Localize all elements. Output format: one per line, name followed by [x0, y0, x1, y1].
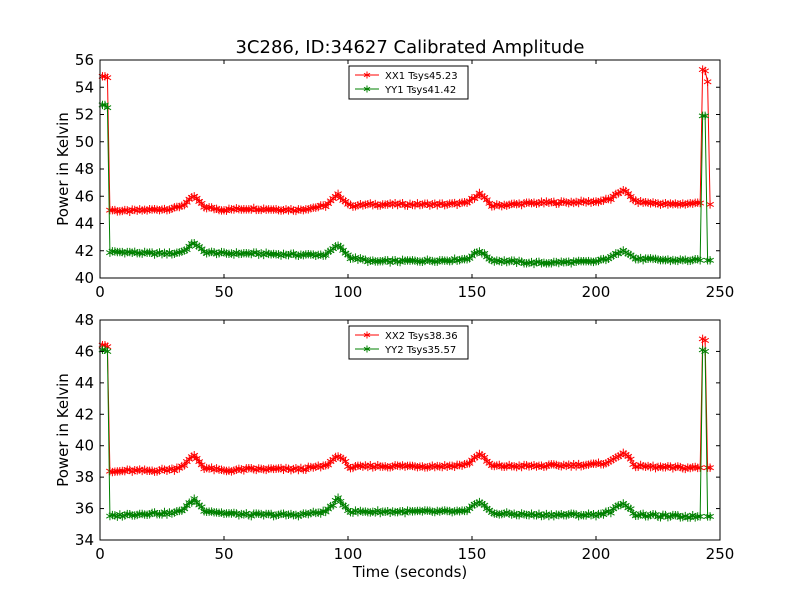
legend-label: YY2 Tsys35.57	[384, 345, 456, 356]
x-tick-label: 200	[582, 283, 611, 301]
top-panel: 0 50 100 150 200 250 40 42 44 46 48 50 52 54 56 Power i…	[54, 51, 734, 301]
y-tick-label: 40	[75, 437, 94, 455]
y-tick-label: 44	[75, 215, 94, 233]
legend-marker	[363, 85, 371, 93]
data-point	[696, 256, 705, 265]
legend-box	[348, 325, 469, 360]
data-point	[701, 336, 710, 345]
data-point	[706, 463, 714, 472]
legend-box	[348, 65, 469, 100]
data-point	[706, 256, 714, 265]
legend-marker	[363, 71, 371, 79]
legend: XX1 Tsys45.23 YY1 Tsys41.42	[348, 65, 469, 100]
y-tick-label: 50	[75, 133, 94, 151]
data-point	[706, 200, 714, 209]
series-yy	[98, 100, 714, 269]
x-tick-label: 250	[706, 283, 735, 301]
data-point	[703, 77, 712, 86]
x-tick-label: 200	[582, 545, 611, 563]
data-point	[701, 347, 710, 356]
y-tick-label: 34	[75, 531, 94, 549]
x-tick-label: 100	[334, 283, 363, 301]
y-tick-label: 42	[75, 242, 94, 260]
data-point	[103, 73, 112, 82]
x-axis-label: Time (seconds)	[352, 563, 468, 581]
x-tick-label: 150	[458, 283, 487, 301]
y-tick-label: 52	[75, 106, 94, 124]
y-tick-label: 54	[75, 78, 94, 96]
data-point	[696, 512, 705, 521]
y-axis-label: Power in Kelvin	[54, 373, 72, 487]
x-tick-label: 100	[334, 545, 363, 563]
data-point	[103, 103, 112, 112]
data-point	[696, 463, 705, 472]
legend: XX2 Tsys38.36 YY2 Tsys35.57	[348, 325, 469, 360]
y-tick-label: 46	[75, 187, 94, 205]
x-tick-label: 50	[214, 283, 233, 301]
x-tick-label: 250	[706, 545, 735, 563]
y-tick-label: 48	[75, 160, 94, 178]
data-point	[706, 512, 714, 521]
y-tick-label: 56	[75, 51, 94, 69]
y-tick-label: 36	[75, 500, 94, 518]
x-tick-label: 150	[458, 545, 487, 563]
series-yy	[98, 345, 714, 522]
axes-frame	[99, 319, 721, 541]
y-tick-label: 46	[75, 342, 94, 360]
y-tick-label: 48	[75, 311, 94, 329]
y-tick-label: 42	[75, 405, 94, 423]
y-tick-label: 40	[75, 269, 94, 287]
x-tick-label: 50	[214, 545, 233, 563]
legend-marker	[363, 331, 371, 339]
y-tick-label: 38	[75, 468, 94, 486]
figure-title: 3C286, ID:34627 Calibrated Amplitude	[235, 37, 584, 58]
series-xx	[98, 65, 714, 216]
x-tick-label: 0	[95, 283, 105, 301]
data-point	[696, 198, 705, 208]
legend-marker	[363, 345, 371, 353]
x-tick-label: 0	[95, 545, 105, 563]
bottom-panel: 0 50 100 150 200 250 34 36 38 40 42 44 46 48 Power in …	[54, 311, 734, 563]
data-point	[701, 66, 710, 76]
y-axis-label: Power in Kelvin	[54, 112, 72, 226]
legend-label: XX1 Tsys45.23	[385, 71, 458, 82]
y-tick-label: 44	[75, 374, 94, 392]
legend-label: XX2 Tsys38.36	[385, 331, 458, 342]
data-point	[701, 111, 710, 121]
series-xx	[98, 334, 714, 477]
data-point	[103, 347, 112, 356]
legend-label: YY1 Tsys41.42	[384, 85, 456, 96]
